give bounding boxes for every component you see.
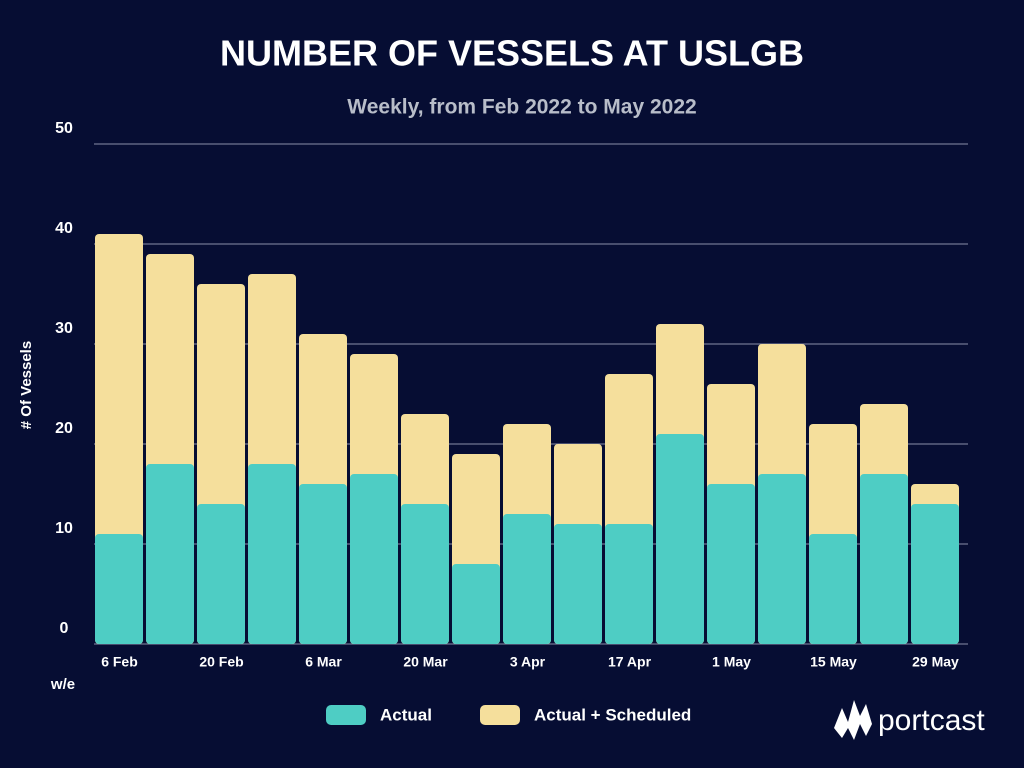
legend-swatch: [480, 705, 520, 725]
bar: [758, 474, 806, 644]
brand-logo: [834, 700, 872, 740]
bar: [656, 434, 704, 644]
x-tick-label: 20 Mar: [403, 654, 448, 670]
y-tick-label: 0: [60, 620, 69, 637]
y-tick-label: 50: [55, 120, 73, 137]
x-axis-label: w/e: [50, 676, 75, 693]
bar: [911, 504, 959, 644]
x-tick-label: 1 May: [712, 654, 751, 670]
y-tick-label: 30: [55, 320, 73, 337]
legend-label: Actual: [380, 705, 432, 724]
bar: [860, 474, 908, 644]
bar: [605, 524, 653, 644]
x-tick-label: 17 Apr: [608, 654, 652, 670]
y-tick-label: 20: [55, 420, 73, 437]
x-tick-label: 3 Apr: [510, 654, 546, 670]
chart-subtitle: Weekly, from Feb 2022 to May 2022: [347, 96, 696, 119]
bar: [95, 534, 143, 644]
bar: [248, 464, 296, 644]
y-tick-label: 40: [55, 220, 73, 237]
chart-title: NUMBER OF VESSELS AT USLGB: [220, 33, 804, 74]
x-tick-label: 29 May: [912, 654, 959, 670]
bar: [197, 504, 245, 644]
brand-name: portcast: [878, 704, 985, 737]
x-tick-label: 20 Feb: [199, 654, 243, 670]
bar: [809, 534, 857, 644]
x-tick-label: 6 Mar: [305, 654, 342, 670]
bar: [554, 524, 602, 644]
bar: [146, 464, 194, 644]
x-tick-label: 15 May: [810, 654, 857, 670]
bar: [452, 564, 500, 644]
bar: [401, 504, 449, 644]
bar: [299, 484, 347, 644]
legend-swatch: [326, 705, 366, 725]
x-tick-label: 6 Feb: [101, 654, 138, 670]
y-tick-label: 10: [55, 520, 73, 537]
bar: [503, 514, 551, 644]
bar: [350, 474, 398, 644]
logo-mark: [834, 700, 872, 740]
legend-label: Actual + Scheduled: [534, 705, 691, 724]
y-axis-label: # Of Vessels: [18, 341, 35, 429]
bar: [707, 484, 755, 644]
